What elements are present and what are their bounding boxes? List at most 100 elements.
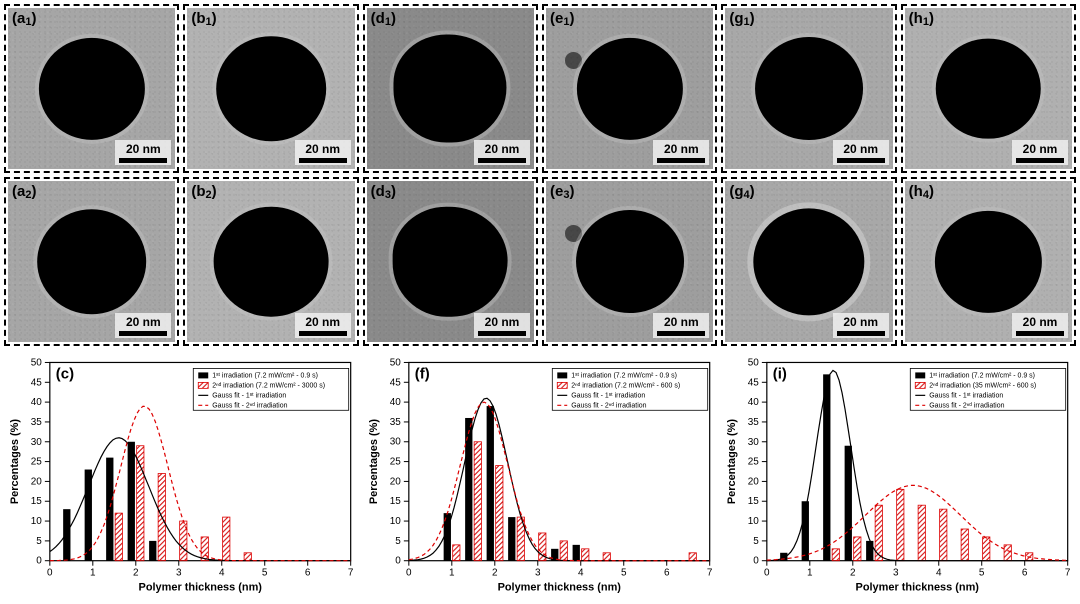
svg-text:Percentages (%): Percentages (%) [368,419,380,504]
svg-text:50: 50 [748,357,760,368]
svg-text:2: 2 [492,568,498,579]
svg-text:Gauss fit - 2ⁿᵈ irradiation: Gauss fit - 2ⁿᵈ irradiation [571,402,646,409]
panel-label: (g1) [729,10,754,27]
tem-cell: (e1) 20 nm [542,4,717,173]
svg-text:(f): (f) [414,365,429,382]
svg-text:40: 40 [748,397,760,408]
panel-label: (a2) [12,183,36,200]
histogram-chart: 0123456705101520253035404550Polymer thic… [721,350,1076,599]
scale-bar: 20 nm [653,140,709,165]
scale-bar: 20 nm [115,313,171,338]
scale-bar: 20 nm [474,313,530,338]
svg-text:15: 15 [748,496,760,507]
svg-text:50: 50 [31,357,43,368]
svg-text:30: 30 [389,437,401,448]
svg-text:15: 15 [31,496,43,507]
svg-text:20: 20 [389,476,401,487]
scale-bar: 20 nm [833,140,889,165]
tem-cell: (e3) 20 nm [542,177,717,346]
scale-bar: 20 nm [295,140,351,165]
nanoparticle [394,34,507,143]
tem-cell: (g4)20 nm [721,177,896,346]
svg-text:40: 40 [389,397,401,408]
svg-text:Gauss fit - 2ⁿᵈ irradiation: Gauss fit - 2ⁿᵈ irradiation [930,402,1005,409]
svg-text:Gauss fit - 1ˢᵗ irradiation: Gauss fit - 1ˢᵗ irradiation [212,392,286,399]
nanoparticle [577,37,683,139]
svg-text:2ⁿᵈ irradiation (7.2 mW/cm² -: 2ⁿᵈ irradiation (7.2 mW/cm² - 600 s) [571,382,680,389]
svg-text:35: 35 [748,417,760,428]
panel-label: (d3) [371,183,396,200]
svg-text:Percentages (%): Percentages (%) [9,419,21,504]
svg-text:20: 20 [748,476,760,487]
nanoparticle [755,37,863,141]
svg-text:7: 7 [1065,568,1071,579]
panel-label: (a1) [12,10,36,27]
svg-text:1: 1 [90,568,96,579]
svg-text:3: 3 [535,568,541,579]
svg-text:6: 6 [305,568,311,579]
scale-bar: 20 nm [474,140,530,165]
tem-cell: (a1) 20 nm [4,4,179,173]
svg-text:2ⁿᵈ irradiation (35 mW/cm² - 6: 2ⁿᵈ irradiation (35 mW/cm² - 600 s) [930,382,1037,389]
svg-text:0: 0 [395,556,401,567]
panel-label: (b2) [191,183,216,200]
svg-text:Gauss fit - 1ˢᵗ irradiation: Gauss fit - 1ˢᵗ irradiation [571,392,645,399]
tem-cell: (a2) 20 nm [4,177,179,346]
svg-text:45: 45 [748,377,760,388]
panel-label: (d1) [371,10,396,27]
svg-text:10: 10 [748,516,760,527]
panel-label: (h4) [909,183,934,200]
svg-text:Polymer thickness (nm): Polymer thickness (nm) [139,582,263,594]
nanoparticle [214,206,329,317]
histogram-chart: 0123456705101520253035404550Polymer thic… [4,350,359,599]
svg-text:1ˢᵗ irradiation (7.2 mW/cm² -: 1ˢᵗ irradiation (7.2 mW/cm² - 0.9 s) [212,372,318,379]
svg-text:(c): (c) [56,365,74,382]
histogram-row: 0123456705101520253035404550Polymer thic… [0,350,1080,603]
svg-text:5: 5 [262,568,268,579]
tem-cell: (b2) 20 nm [183,177,358,346]
svg-text:10: 10 [389,516,401,527]
scale-bar: 20 nm [295,313,351,338]
svg-text:0: 0 [406,568,412,579]
panel-label: (e1) [550,10,574,27]
svg-text:7: 7 [348,568,354,579]
scale-bar: 20 nm [115,140,171,165]
svg-text:5: 5 [36,536,42,547]
svg-text:0: 0 [754,556,760,567]
svg-text:25: 25 [748,457,760,468]
svg-text:5: 5 [621,568,627,579]
svg-text:45: 45 [31,377,43,388]
svg-text:30: 30 [748,437,760,448]
svg-text:1ˢᵗ irradiation (7.2 mW/cm² -: 1ˢᵗ irradiation (7.2 mW/cm² - 0.9 s) [930,372,1036,379]
svg-text:Gauss fit - 1ˢᵗ irradiation: Gauss fit - 1ˢᵗ irradiation [930,392,1004,399]
tem-cell: (d3) 20 nm [363,177,538,346]
svg-text:0: 0 [764,568,770,579]
svg-text:4: 4 [219,568,225,579]
svg-text:Gauss fit - 2ⁿᵈ irradiation: Gauss fit - 2ⁿᵈ irradiation [212,402,287,409]
panel-label: (h1) [909,10,934,27]
nanoparticle [393,206,508,317]
svg-text:25: 25 [389,457,401,468]
svg-text:5: 5 [979,568,985,579]
tem-image-grid: (a1)20 nm(b1)20 nm(d1)20 nm(e1)20 nm(g1)… [0,0,1080,350]
nanoparticle [576,210,684,314]
scale-bar: 20 nm [653,313,709,338]
svg-text:15: 15 [389,496,401,507]
svg-text:4: 4 [936,568,942,579]
svg-text:35: 35 [31,417,43,428]
svg-text:2: 2 [850,568,856,579]
svg-text:3: 3 [893,568,899,579]
scale-bar: 20 nm [1012,313,1068,338]
tem-cell: (h1) 20 nm [901,4,1076,173]
nanoparticle [39,37,145,139]
histogram-chart: 0123456705101520253035404550Polymer thic… [363,350,718,599]
panel-label: (e3) [550,183,574,200]
svg-text:2: 2 [133,568,139,579]
scale-bar: 20 nm [1012,140,1068,165]
svg-text:40: 40 [31,397,43,408]
nanoparticle [37,209,147,315]
svg-text:20: 20 [31,476,43,487]
tem-cell: (d1) 20 nm [363,4,538,173]
svg-text:1ˢᵗ irradiation (7.2 mW/cm² -: 1ˢᵗ irradiation (7.2 mW/cm² - 0.9 s) [571,372,677,379]
nanoparticle [753,208,864,315]
